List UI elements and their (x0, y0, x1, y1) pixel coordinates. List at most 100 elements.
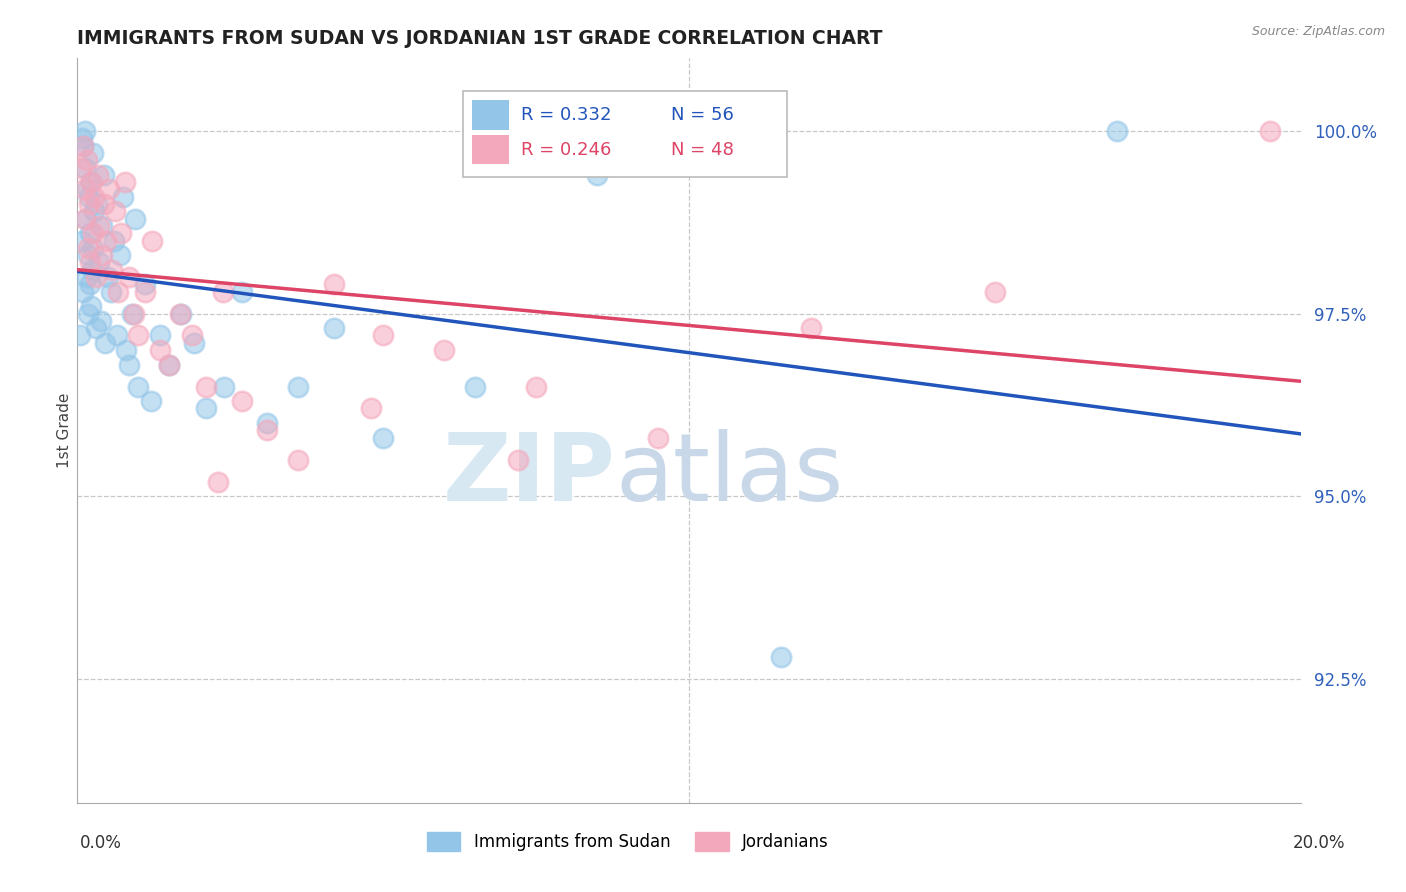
Point (77, 190, 100, 204)
Text: R = 0.332: R = 0.332 (522, 106, 612, 124)
Point (87, 255, 110, 269)
Point (80, 262, 103, 277)
Text: ZIP: ZIP (443, 429, 616, 521)
Point (769, 649, 792, 664)
Bar (472, 101, 509, 130)
Point (73, 124, 96, 138)
Point (104, 204, 127, 219)
Point (110, 226, 132, 240)
Text: N = 48: N = 48 (671, 141, 734, 159)
Point (118, 358, 141, 372)
Point (108, 248, 131, 262)
Point (800, 321, 823, 335)
Point (157, 358, 180, 372)
Point (79, 277, 101, 292)
Point (90, 314, 112, 328)
Point (84, 321, 107, 335)
Point (118, 270, 141, 285)
Point (76, 153, 98, 168)
Y-axis label: 1st Grade: 1st Grade (56, 392, 72, 468)
Text: R = 0.246: R = 0.246 (522, 141, 612, 159)
Point (80, 175, 103, 189)
Point (82, 145, 104, 160)
Point (76, 307, 98, 321)
Point (73, 182, 96, 196)
Point (69, 328, 91, 343)
Point (72, 138, 94, 153)
Point (90, 219, 112, 233)
Point (647, 431, 669, 445)
Point (112, 190, 135, 204)
Point (124, 211, 146, 226)
Point (77, 197, 100, 211)
Point (212, 379, 235, 393)
Bar (472, 135, 509, 164)
Point (114, 175, 136, 189)
Point (231, 285, 253, 299)
Point (122, 307, 145, 321)
Point (97, 182, 120, 196)
Point (586, 168, 609, 182)
Point (194, 379, 217, 393)
Point (121, 307, 143, 321)
Point (86, 197, 108, 211)
Point (90, 248, 112, 262)
Point (83, 204, 105, 219)
Point (94, 335, 117, 350)
Point (100, 285, 122, 299)
Point (157, 358, 180, 372)
Text: N = 56: N = 56 (671, 106, 734, 124)
Point (82, 226, 104, 240)
Point (127, 379, 149, 393)
Point (231, 394, 253, 409)
Point (76, 182, 98, 196)
Point (75, 161, 97, 175)
Point (149, 328, 172, 343)
Point (79, 226, 101, 240)
Point (93, 197, 115, 211)
Point (77, 248, 100, 262)
Point (506, 452, 529, 467)
Point (105, 328, 128, 343)
Point (134, 277, 156, 292)
Point (371, 328, 394, 343)
Point (183, 335, 205, 350)
Point (287, 379, 309, 393)
Point (75, 211, 97, 226)
Point (323, 277, 346, 292)
Text: IMMIGRANTS FROM SUDAN VS JORDANIAN 1ST GRADE CORRELATION CHART: IMMIGRANTS FROM SUDAN VS JORDANIAN 1ST G… (77, 29, 883, 48)
Point (371, 431, 394, 445)
Point (94, 234, 117, 248)
Point (97, 270, 120, 285)
Point (76, 241, 98, 255)
Point (287, 452, 309, 467)
Point (82, 241, 104, 255)
Point (115, 343, 138, 357)
Point (1107, 124, 1129, 138)
Point (464, 379, 486, 393)
Point (100, 262, 122, 277)
Point (72, 138, 94, 153)
Point (103, 234, 125, 248)
Point (107, 285, 129, 299)
Point (181, 328, 204, 343)
Point (134, 285, 156, 299)
Point (70, 161, 93, 175)
Point (141, 234, 163, 248)
Point (524, 379, 547, 393)
Text: 0.0%: 0.0% (80, 834, 122, 852)
Point (984, 285, 1007, 299)
Point (89, 219, 111, 233)
Point (83, 190, 105, 204)
Point (207, 475, 229, 489)
Point (76, 270, 98, 285)
Point (127, 328, 149, 343)
Point (433, 343, 456, 357)
Text: 20.0%: 20.0% (1292, 834, 1346, 852)
Point (194, 401, 217, 416)
Point (70, 234, 93, 248)
Point (93, 168, 115, 182)
Point (70, 131, 93, 145)
Point (80, 175, 103, 189)
Text: Source: ZipAtlas.com: Source: ZipAtlas.com (1251, 25, 1385, 38)
